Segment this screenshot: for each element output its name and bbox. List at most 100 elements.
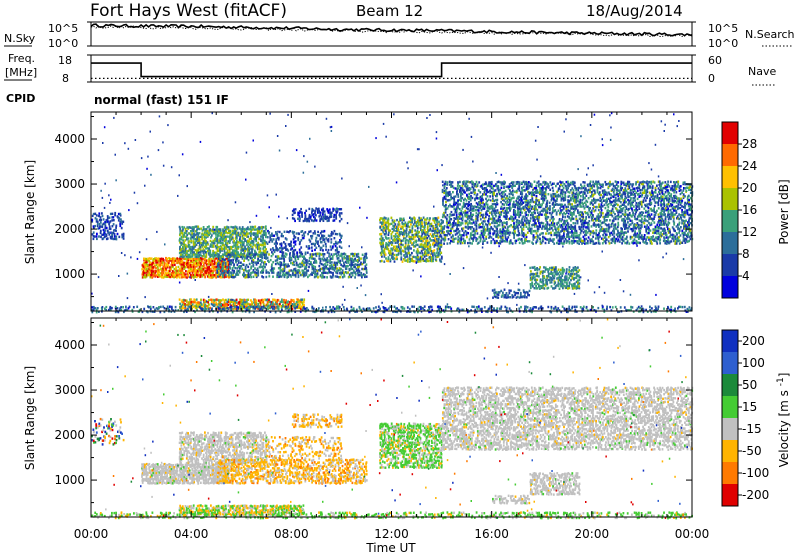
data-cell: [472, 227, 475, 231]
data-cell: [270, 269, 273, 272]
data-cell: [238, 307, 241, 310]
data-cell: [386, 243, 389, 246]
data-cell: [479, 191, 482, 194]
data-cell: [106, 237, 109, 240]
data-cell: [282, 235, 284, 238]
data-cell: [529, 182, 532, 185]
data-cell: [112, 231, 115, 235]
data-cell: [105, 226, 108, 230]
data-cell: [232, 271, 235, 275]
freq-tick-bottom: 8: [62, 72, 69, 85]
data-cell: [462, 227, 465, 230]
data-cell: [350, 272, 352, 275]
data-cell: [567, 199, 569, 202]
data-cell: [400, 243, 403, 246]
data-cell: [410, 236, 412, 239]
data-cell: [560, 189, 563, 192]
data-cell: [543, 207, 546, 211]
data-cell: [247, 232, 249, 235]
data-cell: [567, 240, 569, 243]
data-cell: [429, 258, 432, 261]
data-cell: [463, 231, 465, 235]
data-cell: [255, 261, 258, 264]
data-cell: [429, 233, 432, 236]
data-cell: [194, 265, 196, 269]
data-cell: [198, 301, 200, 304]
data-cell: [388, 239, 391, 242]
data-cell: [387, 217, 390, 220]
data-cell: [349, 263, 351, 267]
data-cell: [196, 262, 198, 265]
data-cell: [562, 237, 564, 240]
data-cell: [244, 268, 247, 271]
data-cell: [408, 251, 411, 255]
data-cell: [221, 255, 224, 258]
data-cell: [519, 207, 522, 211]
data-cell: [412, 260, 415, 263]
data-cell: [251, 228, 253, 231]
data-cell: [191, 275, 194, 278]
data-cell: [364, 275, 366, 279]
data-cell: [423, 218, 426, 221]
data-cell: [532, 230, 535, 233]
data-cell: [238, 270, 241, 273]
data-cell: [184, 303, 187, 306]
data-cell: [320, 218, 323, 221]
data-cell: [213, 251, 216, 254]
data-cell: [144, 264, 147, 267]
data-cell: [468, 226, 471, 229]
data-cell: [547, 186, 550, 189]
data-cell: [209, 263, 212, 266]
data-cell: [529, 184, 532, 188]
data-cell: [224, 243, 227, 246]
data-cell: [298, 215, 301, 218]
data-cell: [190, 269, 192, 273]
data-cell: [294, 255, 297, 259]
data-cell: [478, 212, 480, 215]
data-cell: [558, 213, 561, 216]
data-cell: [252, 265, 255, 268]
data-cell: [443, 214, 445, 217]
data-cell: [419, 258, 422, 261]
data-cell: [197, 262, 199, 265]
data-cell: [187, 265, 189, 269]
data-cell: [325, 258, 328, 262]
data-cell: [223, 299, 226, 302]
data-cell: [414, 225, 417, 228]
data-cell: [392, 247, 395, 250]
data-cell: [229, 299, 231, 302]
data-cell: [98, 226, 101, 230]
data-cell: [91, 214, 94, 218]
data-cell: [310, 235, 312, 238]
data-cell: [526, 219, 529, 222]
freq-tick-top: 18: [58, 54, 72, 67]
data-cell: [492, 238, 495, 241]
data-cell: [385, 257, 387, 260]
data-cell: [504, 193, 507, 196]
data-cell: [231, 267, 234, 270]
data-cell: [484, 223, 487, 226]
data-cell: [543, 197, 546, 200]
data-cell: [396, 257, 398, 261]
data-cell: [389, 222, 392, 226]
data-cell: [223, 231, 226, 235]
data-cell: [251, 257, 254, 260]
data-cell: [223, 251, 226, 255]
data-cell: [249, 306, 251, 310]
data-cell: [411, 259, 413, 262]
data-cell: [523, 233, 526, 236]
data-cell: [385, 244, 387, 247]
data-cell: [540, 197, 543, 200]
data-cell: [283, 230, 286, 233]
data-cell: [493, 239, 496, 243]
data-cell: [205, 240, 207, 243]
data-cell: [318, 215, 321, 218]
data-cell: [302, 271, 305, 274]
data-cell: [470, 194, 472, 198]
data-cell: [290, 261, 292, 265]
data-cell: [111, 231, 113, 235]
data-cell: [195, 304, 198, 308]
data-cell: [560, 199, 563, 202]
data-cell: [216, 231, 219, 234]
data-cell: [570, 205, 573, 209]
